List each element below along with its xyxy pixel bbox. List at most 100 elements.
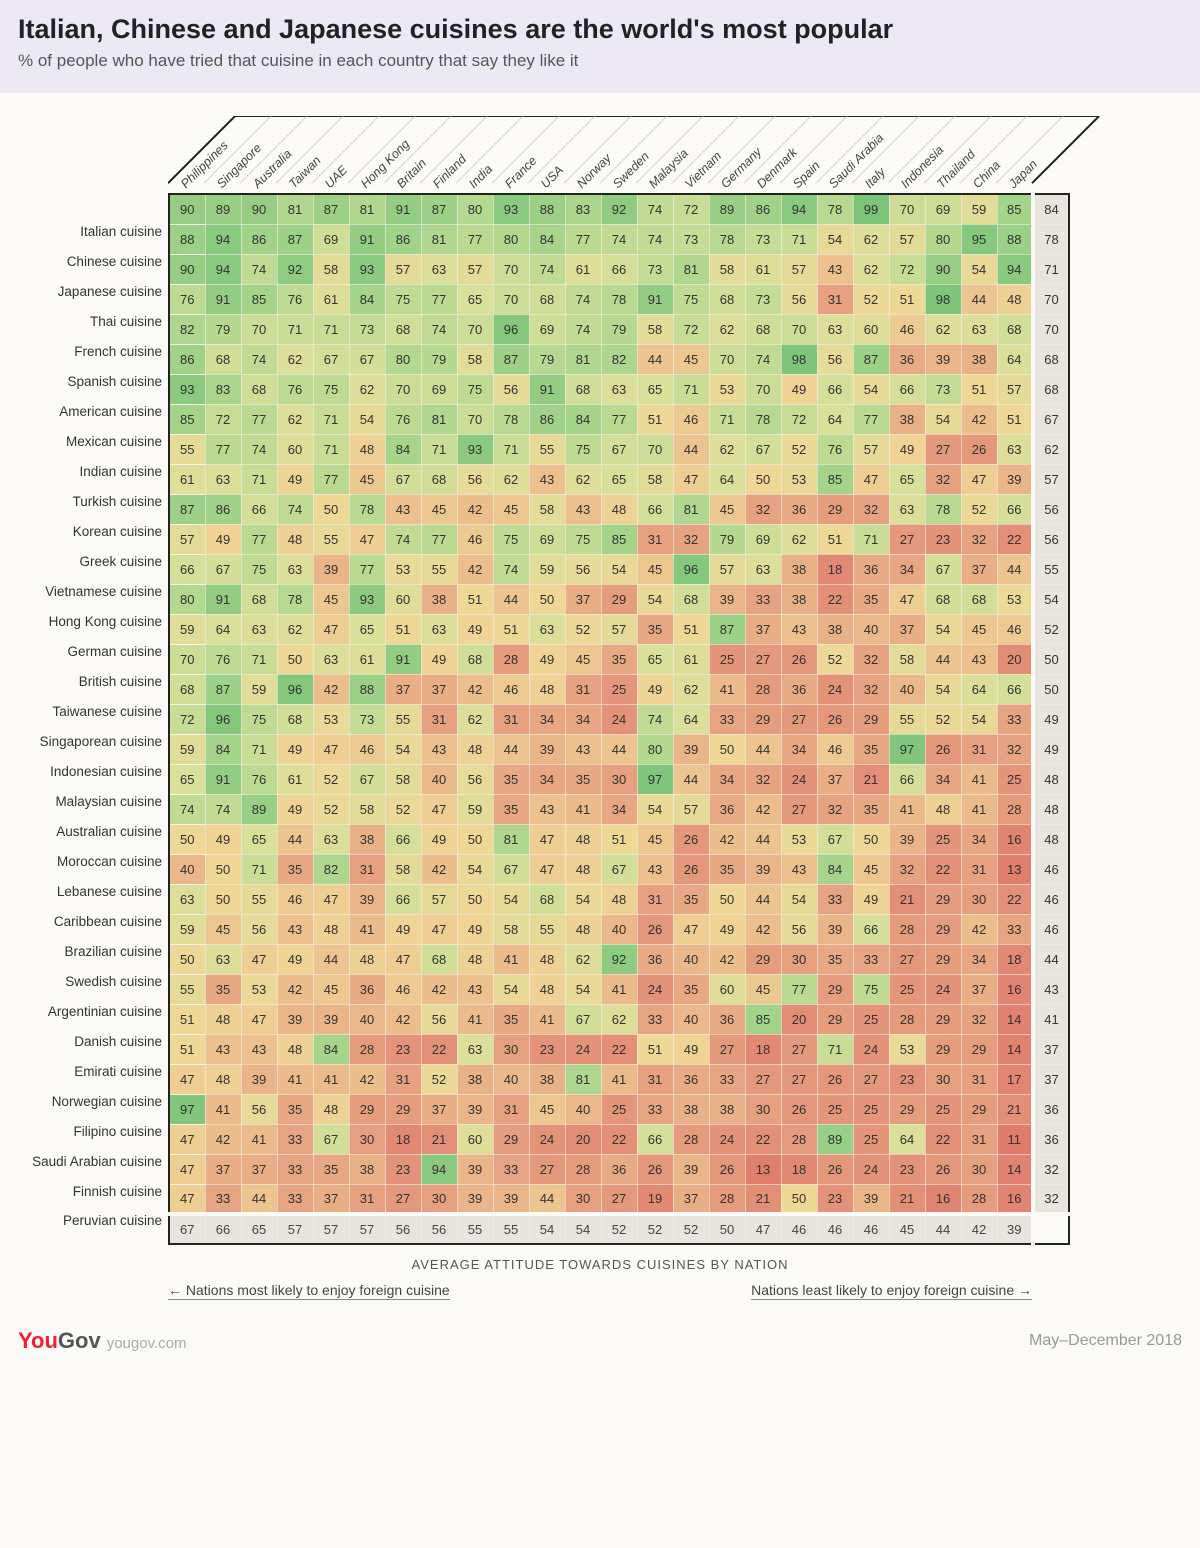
nation-avg-cell: 57 <box>277 1214 313 1244</box>
cuisine-avg-cell: 46 <box>1033 854 1069 884</box>
heatmap-cell: 33 <box>853 944 889 974</box>
heatmap-cell: 47Saudi Arabian cuisine <box>169 1124 205 1154</box>
heatmap-cell: 43 <box>817 254 853 284</box>
heatmap-cell: 33 <box>709 1064 745 1094</box>
heatmap-cell: 85 <box>241 284 277 314</box>
cuisine-avg-cell: 32 <box>1033 1154 1069 1184</box>
heatmap-cell: 18 <box>781 1154 817 1184</box>
heatmap-cell: 56 <box>457 764 493 794</box>
heatmap-cell: 48 <box>601 884 637 914</box>
heatmap-cell: 57 <box>601 614 637 644</box>
heatmap-cell: 38 <box>421 584 457 614</box>
heatmap-cell: 23 <box>889 1064 925 1094</box>
heatmap-cell: 54 <box>925 614 961 644</box>
cuisine-row: 47Norwegian cuisine483941414231523840388… <box>169 1064 1069 1094</box>
heatmap-cell: 87 <box>205 674 241 704</box>
heatmap-cell: 48 <box>529 974 565 1004</box>
heatmap-cell: 68 <box>241 374 277 404</box>
heatmap-cell: 50 <box>853 824 889 854</box>
heatmap-cell: 25 <box>601 1094 637 1124</box>
column-headers: PhilippinesSingaporeAustraliaTaiwanUAEHo… <box>168 88 1182 193</box>
heatmap-cell: 52 <box>961 494 997 524</box>
heatmap-cell: 83 <box>565 194 601 224</box>
heatmap-cell: 69 <box>529 524 565 554</box>
heatmap-cell: 81 <box>673 254 709 284</box>
heatmap-cell: 69 <box>313 224 349 254</box>
heatmap-cell: 22 <box>421 1034 457 1064</box>
heatmap-cell: 41 <box>961 764 997 794</box>
heatmap-cell: 44 <box>997 554 1033 584</box>
heatmap-cell: 36 <box>673 1064 709 1094</box>
heatmap-cell: 44 <box>529 1184 565 1214</box>
heatmap-cell: 61 <box>349 644 385 674</box>
heatmap-cell: 30 <box>961 884 997 914</box>
heatmap-cell: 42 <box>313 674 349 704</box>
cuisine-avg-cell: 32 <box>1033 1184 1069 1214</box>
heatmap-cell: 27 <box>745 644 781 674</box>
heatmap-cell: 33 <box>637 1094 673 1124</box>
heatmap-cell: 71 <box>817 1034 853 1064</box>
heatmap-cell: 82 <box>601 344 637 374</box>
heatmap-cell: 22 <box>997 884 1033 914</box>
heatmap-cell: 67 <box>817 824 853 854</box>
heatmap-cell: 62 <box>673 674 709 704</box>
heatmap-cell: 17 <box>997 1064 1033 1094</box>
heatmap-cell: 70 <box>637 434 673 464</box>
heatmap-cell: 47 <box>421 794 457 824</box>
heatmap-cell: 30 <box>781 944 817 974</box>
row-label: Peruvian cuisine <box>20 1206 170 1236</box>
heatmap-cell: 37 <box>565 584 601 614</box>
heatmap-cell: 93 <box>349 254 385 284</box>
heatmap-cell: 45 <box>709 494 745 524</box>
heatmap-cell: 66 <box>889 764 925 794</box>
heatmap-cell: 16 <box>997 1184 1033 1214</box>
heatmap-cell: 94 <box>205 254 241 284</box>
cuisine-row: 65Malaysian cuisine917661526758405635343… <box>169 764 1069 794</box>
heatmap-cell: 47 <box>961 464 997 494</box>
cuisine-avg-cell: 78 <box>1033 224 1069 254</box>
heatmap-cell: 42 <box>709 824 745 854</box>
heatmap-cell: 88 <box>349 674 385 704</box>
heatmap-cell: 28 <box>781 1124 817 1154</box>
heatmap-cell: 99 <box>853 194 889 224</box>
heatmap-cell: 70 <box>241 314 277 344</box>
heatmap-cell: 62 <box>709 434 745 464</box>
cuisine-avg-cell: 67 <box>1033 404 1069 434</box>
heatmap-cell: 24 <box>637 974 673 1004</box>
cuisine-row: 51Danish cuisine484739394042564135416762… <box>169 1004 1069 1034</box>
heatmap-cell: 36 <box>853 554 889 584</box>
heatmap-cell: 78 <box>709 224 745 254</box>
heatmap-cell: 74 <box>241 434 277 464</box>
heatmap-cell: 34 <box>961 824 997 854</box>
heatmap-cell: 37 <box>241 1154 277 1184</box>
heatmap-cell: 42 <box>421 974 457 1004</box>
heatmap-cell: 25 <box>997 764 1033 794</box>
heatmap-cell: 35 <box>277 1094 313 1124</box>
heatmap-cell: 38 <box>781 584 817 614</box>
heatmap-cell: 38 <box>349 824 385 854</box>
heatmap-cell: 42 <box>745 794 781 824</box>
heatmap-cell: 76 <box>385 404 421 434</box>
heatmap-cell: 77 <box>565 224 601 254</box>
heatmap-cell: 44 <box>601 734 637 764</box>
heatmap-cell: 45 <box>313 584 349 614</box>
row-label: Vietnamese cuisine <box>20 577 170 607</box>
heatmap-cell: 67 <box>313 1124 349 1154</box>
heatmap-cell: 45 <box>349 464 385 494</box>
heatmap-cell: 71 <box>241 854 277 884</box>
heatmap-cell: 84 <box>817 854 853 884</box>
heatmap-cell: 69 <box>421 374 457 404</box>
heatmap-cell: 54 <box>637 794 673 824</box>
heatmap-cell: 23 <box>529 1034 565 1064</box>
heatmap-cell: 46 <box>889 314 925 344</box>
heatmap-cell: 37 <box>205 1154 241 1184</box>
chart-subtitle: % of people who have tried that cuisine … <box>18 51 1182 71</box>
heatmap-cell: 35 <box>493 1004 529 1034</box>
nation-avg-cell: 52 <box>637 1214 673 1244</box>
heatmap-cell: 70 <box>457 404 493 434</box>
heatmap-cell: 98 <box>781 344 817 374</box>
heatmap-cell: 45 <box>493 494 529 524</box>
column-header: Italy <box>862 165 888 191</box>
heatmap-cell: 51Danish cuisine <box>169 1004 205 1034</box>
cuisine-avg-cell: 37 <box>1033 1034 1069 1064</box>
